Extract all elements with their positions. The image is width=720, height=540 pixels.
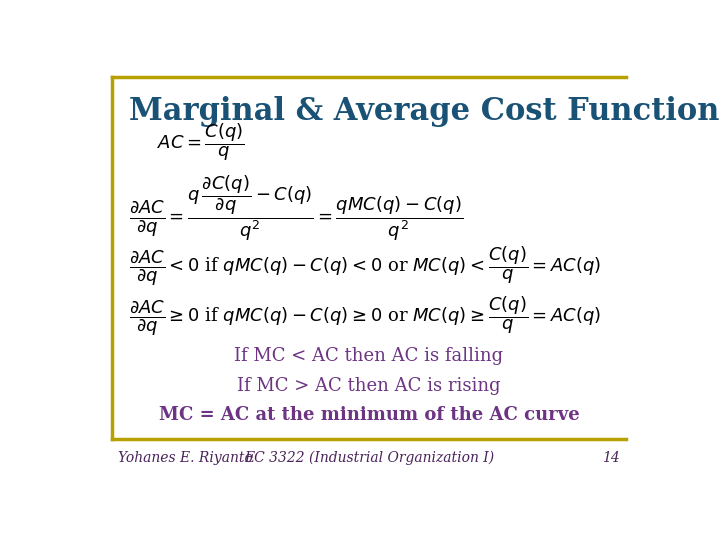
- Text: MC = AC at the minimum of the AC curve: MC = AC at the minimum of the AC curve: [158, 406, 580, 424]
- Text: 14: 14: [603, 451, 620, 465]
- Text: $AC = \dfrac{C(q)}{q}$: $AC = \dfrac{C(q)}{q}$: [157, 121, 245, 163]
- Text: $\dfrac{\partial AC}{\partial q} < 0$ if $qMC(q)-C(q)<0$ or $MC(q) < \dfrac{C(q): $\dfrac{\partial AC}{\partial q} < 0$ if…: [129, 245, 601, 288]
- Text: If MC < AC then AC is falling: If MC < AC then AC is falling: [235, 347, 503, 365]
- Text: EC 3322 (Industrial Organization I): EC 3322 (Industrial Organization I): [244, 450, 494, 465]
- Text: $\dfrac{\partial AC}{\partial q} = \dfrac{q\,\dfrac{\partial C(q)}{\partial q} -: $\dfrac{\partial AC}{\partial q} = \dfra…: [129, 173, 463, 243]
- Text: Yohanes E. Riyanto: Yohanes E. Riyanto: [118, 451, 253, 465]
- Text: $\dfrac{\partial AC}{\partial q} \geq 0$ if $qMC(q)-C(q)\geq 0$ or $MC(q) \geq \: $\dfrac{\partial AC}{\partial q} \geq 0$…: [129, 294, 601, 338]
- Text: Marginal & Average Cost Functions: Marginal & Average Cost Functions: [129, 96, 720, 127]
- Text: If MC > AC then AC is rising: If MC > AC then AC is rising: [237, 377, 501, 395]
